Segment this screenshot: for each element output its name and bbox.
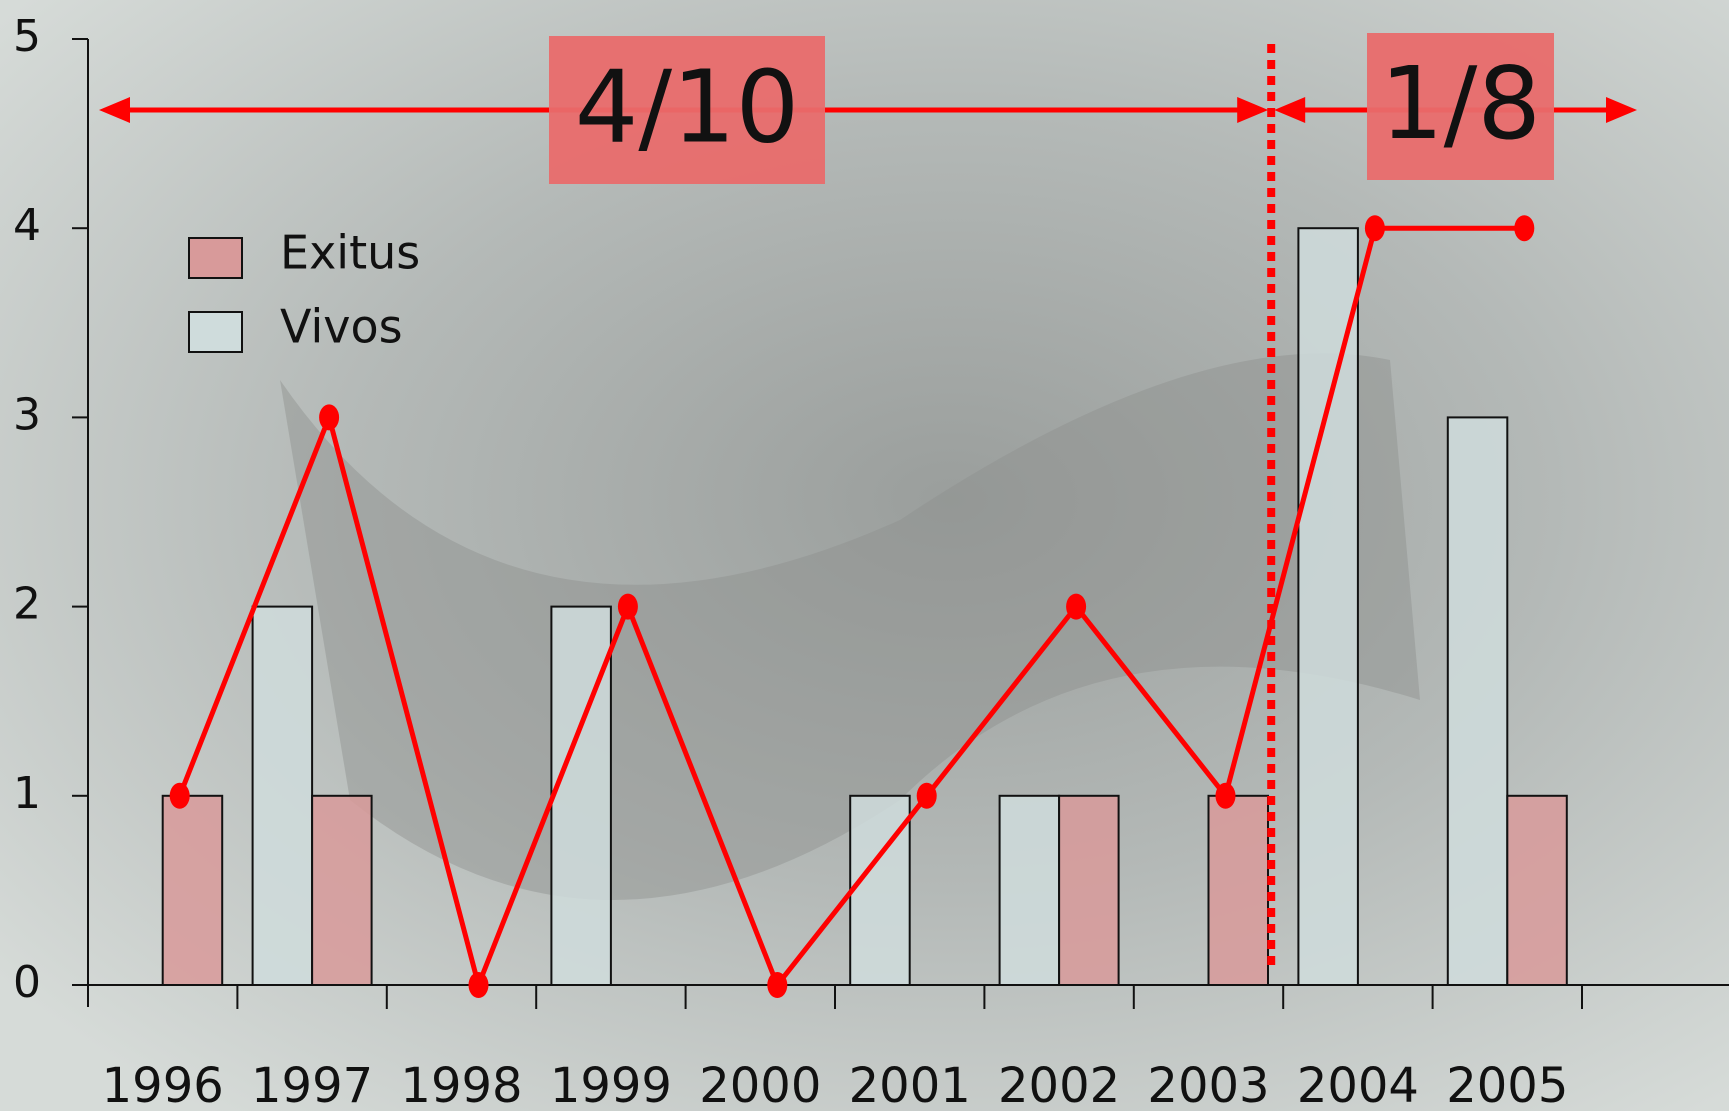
legend-swatch [188,311,243,353]
bar [1207,794,1269,986]
line-point [468,972,489,998]
bar [251,605,314,986]
line-point [1364,215,1385,242]
legend-label: Exitus [280,226,420,280]
x-tick-label: 2001 [849,1058,971,1111]
line-point [1066,593,1087,620]
x-tick-label: 1999 [550,1058,672,1111]
x-tick-label: 2002 [998,1058,1120,1111]
y-tick-label: 2 [13,579,41,630]
bar [1297,227,1359,986]
x-tick-label: 1996 [102,1058,224,1111]
legend-swatch [188,237,243,279]
bar [550,605,612,986]
line-point [916,782,937,809]
line-point [319,404,340,431]
x-tick-label: 2003 [1147,1058,1269,1111]
legend-label: Vivos [280,300,403,354]
arrowhead [99,97,130,123]
line-point [617,593,638,620]
x-tick-label: 2000 [699,1058,821,1111]
annotation-box [1367,33,1554,180]
line [177,225,1525,994]
bar [998,794,1061,986]
bar [849,794,911,986]
x-tick-label: 2005 [1446,1058,1568,1111]
line-point [1215,782,1236,809]
line-point [767,972,788,998]
y-tick-label: 1 [13,768,41,819]
x-tick-label: 1997 [251,1058,373,1111]
bar [1506,794,1568,986]
arrowhead [1606,97,1637,123]
y-tick-label: 4 [13,200,41,251]
line-point [169,782,190,809]
x-tick-label: 2004 [1297,1058,1419,1111]
bar [161,794,224,986]
y-tick-label: 0 [13,957,41,1008]
bar [311,794,373,986]
arrowhead [1274,97,1306,123]
y-tick-label: 3 [13,389,41,440]
y-tick-label: 5 [13,11,41,62]
annotation: 4/10 [575,48,800,165]
annotation-box [549,36,825,184]
x-tick-label: 1998 [400,1058,522,1111]
arrowhead [1237,97,1269,123]
bar [1058,794,1120,986]
line-point [1514,215,1535,242]
bar [1446,416,1509,986]
annotation: 1/8 [1380,45,1541,162]
